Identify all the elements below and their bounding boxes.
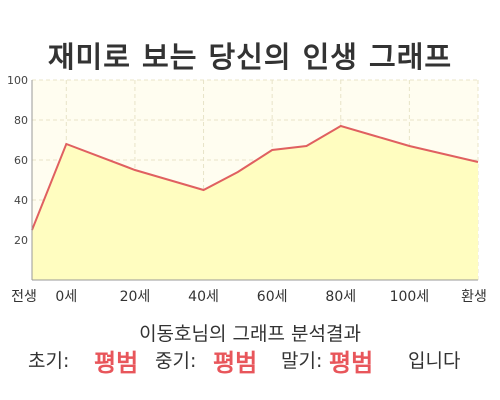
late-label: 말기: [281,346,322,373]
analysis-caption: 이동호님의 그래프 분석결과 [0,319,500,346]
x-tick-label: 60세 [257,289,288,305]
mid-value: 평범 [213,343,257,378]
y-tick-labels: 20 40 60 80 100 [7,74,28,247]
x-tick-label: 전생 [11,289,37,305]
mid-label: 중기: [155,346,196,373]
early-label: 초기: [28,346,69,373]
x-tick-labels: 전생 0세 20세 40세 60세 80세 100세 환생 [11,289,487,305]
x-tick-label: 20세 [120,289,151,305]
early-value: 평범 [94,343,138,378]
y-tick-label: 40 [14,194,28,207]
x-tick-label: 0세 [55,289,77,305]
summary-suffix: 입니다 [408,346,460,373]
y-tick-label: 60 [14,154,28,167]
x-tick-label: 100세 [390,289,430,305]
x-tick-label: 80세 [325,289,356,305]
late-value: 평범 [329,343,373,378]
y-tick-label: 100 [7,74,28,87]
y-tick-label: 80 [14,114,28,127]
x-tick-label: 환생 [461,289,487,305]
x-tick-label: 40세 [188,289,219,305]
y-tick-label: 20 [14,234,28,247]
